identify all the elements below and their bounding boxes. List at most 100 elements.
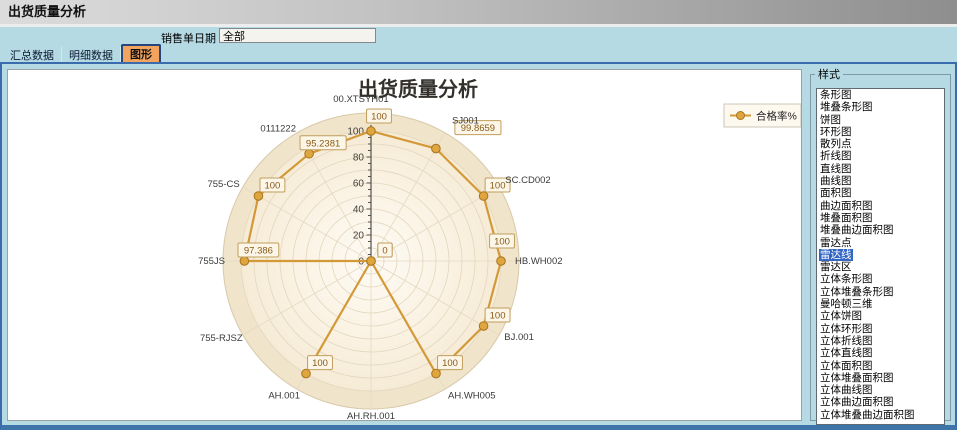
category-label: AH.001 [268, 390, 300, 401]
style-option[interactable]: 立体饼图 [817, 310, 944, 322]
radar-chart: 02040608010010099.8659100100100100010009… [198, 77, 801, 420]
tab-content: 02040608010010099.8659100100100100010009… [0, 62, 957, 430]
style-option-label: 立体直线图 [820, 347, 873, 360]
style-option[interactable]: 曼哈顿三维 [817, 298, 944, 310]
category-label: SC.CD002 [505, 175, 550, 186]
style-option[interactable]: 饼图 [817, 114, 944, 126]
data-point [431, 368, 441, 379]
category-label: 755JS [198, 256, 225, 267]
axis-tick-label: 100 [347, 127, 364, 138]
value-label: 100 [264, 181, 280, 192]
data-point [496, 256, 506, 266]
data-point [366, 126, 376, 136]
category-label: 00.XTSYH01 [333, 94, 388, 105]
category-label: 0111222 [260, 124, 296, 135]
style-option[interactable]: 立体条形图 [817, 273, 944, 285]
chart-panel: 02040608010010099.8659100100100100010009… [7, 69, 802, 421]
style-option-label: 立体饼图 [820, 310, 862, 323]
data-point [301, 368, 311, 379]
style-option[interactable]: 环形图 [817, 126, 944, 138]
value-label: 100 [442, 358, 458, 369]
style-option[interactable]: 直线图 [817, 163, 944, 175]
style-option[interactable]: 立体折线图 [817, 335, 944, 347]
category-label: SJ001 [452, 116, 479, 127]
value-label: 100 [490, 311, 506, 322]
style-option-label: 直线图 [820, 162, 852, 175]
value-label: 100 [494, 237, 510, 248]
tab-label: 图形 [130, 49, 152, 61]
style-option-label: 条形图 [820, 89, 852, 101]
value-label-box [237, 242, 280, 258]
style-option[interactable]: 雷达线 [817, 248, 944, 261]
style-option-label: 立体环形图 [820, 322, 873, 335]
style-option[interactable]: 立体曲边面积图 [817, 396, 944, 408]
style-option-label: 立体曲边面积图 [820, 396, 894, 409]
axis-tick-label: 80 [353, 153, 365, 164]
style-option-label: 立体条形图 [820, 273, 873, 286]
axis-tick-label: 40 [353, 205, 365, 216]
value-label-box [377, 242, 393, 258]
value-label: 95.2381 [306, 138, 340, 149]
value-label: 97.386 [244, 246, 273, 257]
style-option[interactable]: 折线图 [817, 150, 944, 162]
tab-2[interactable]: 图形 [121, 44, 161, 62]
category-label: AH.WH005 [448, 390, 496, 401]
value-label: 100 [371, 112, 387, 123]
style-option[interactable]: 堆叠条形图 [817, 101, 944, 113]
filter-bar: 销售单日期 [0, 27, 957, 45]
style-option-label: 环形图 [820, 125, 852, 138]
style-option[interactable]: 立体堆叠条形图 [817, 286, 944, 298]
window-title: 出货质量分析 [8, 4, 87, 19]
value-label-box [307, 355, 333, 371]
style-option[interactable]: 雷达区 [817, 261, 944, 273]
style-option-label: 面积图 [820, 187, 852, 200]
style-option[interactable]: 散列点 [817, 138, 944, 150]
value-label-box [484, 177, 511, 193]
style-option[interactable]: 立体环形图 [817, 323, 944, 335]
category-label: 755-RJSZ [200, 333, 243, 344]
category-label: AH.RH.001 [347, 411, 395, 420]
style-option[interactable]: 堆叠曲边面积图 [817, 224, 944, 236]
tab-0[interactable]: 汇总数据 [3, 47, 62, 62]
style-option-label: 立体堆叠条形图 [820, 285, 894, 298]
style-option-label: 折线图 [820, 150, 852, 163]
style-option-label: 立体面积图 [820, 359, 873, 372]
category-label: BJ.001 [504, 332, 534, 343]
value-label-box [259, 177, 286, 193]
style-option[interactable]: 立体堆叠面积图 [817, 372, 944, 384]
style-option[interactable]: 立体面积图 [817, 360, 944, 372]
chart-title: 出货质量分析 [358, 77, 478, 101]
legend-marker-icon [736, 111, 745, 120]
style-listbox[interactable]: 条形图 堆叠条形图 饼图 环形图 散列点 折线图 直线图 曲线图 面积图 曲边面积图 堆叠面积图 堆叠… [816, 88, 945, 425]
style-option[interactable]: 面积图 [817, 187, 944, 199]
data-point [304, 148, 314, 159]
style-option[interactable]: 立体曲线图 [817, 384, 944, 396]
sales-date-label: 销售单日期 [161, 33, 216, 45]
value-label-box [454, 120, 502, 136]
data-point [431, 143, 441, 154]
tab-label: 汇总数据 [10, 49, 54, 62]
category-label: 755-CS [207, 179, 239, 190]
axis-tick-label: 20 [353, 231, 365, 242]
tab-label: 明细数据 [69, 49, 113, 62]
style-option[interactable]: 曲边面积图 [817, 200, 944, 212]
data-point [239, 256, 250, 266]
style-option[interactable]: 立体堆叠曲边面积图 [817, 409, 944, 421]
style-option[interactable]: 立体直线图 [817, 347, 944, 359]
style-option[interactable]: 曲线图 [817, 175, 944, 187]
style-option-label: 饼图 [820, 113, 841, 126]
value-label-box [299, 135, 347, 151]
style-option-label: 散列点 [820, 138, 852, 151]
style-option-label: 雷达线 [819, 248, 853, 261]
sales-date-input[interactable] [219, 28, 376, 43]
style-option[interactable]: 条形图 [817, 89, 944, 101]
category-label: HB.WH002 [515, 256, 563, 267]
style-option[interactable]: 堆叠面积图 [817, 212, 944, 224]
tab-1[interactable]: 明细数据 [62, 47, 121, 62]
style-option-label: 立体堆叠面积图 [820, 371, 894, 384]
data-point [366, 256, 376, 266]
data-point [478, 191, 489, 201]
style-option[interactable]: 雷达点 [817, 237, 944, 249]
tab-bar: 汇总数据 明细数据 图形 [0, 44, 957, 62]
